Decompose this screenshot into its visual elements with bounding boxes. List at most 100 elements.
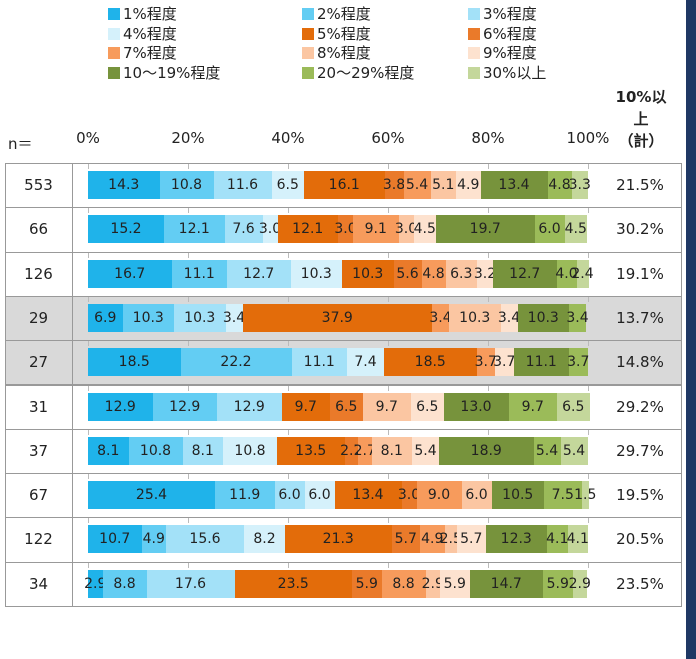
value-label: 12.1 xyxy=(292,221,324,238)
value-label: 5.4 xyxy=(414,442,437,459)
bar-segment xyxy=(581,481,589,510)
bar-segment xyxy=(445,259,477,288)
legend-label: 3%程度 xyxy=(483,5,537,23)
value-label: 13.5 xyxy=(295,442,327,459)
value-label: 12.7 xyxy=(243,265,275,282)
value-label: 6.5 xyxy=(562,398,585,415)
bar-segment xyxy=(180,348,292,377)
value-label: 13.0 xyxy=(460,398,492,415)
legend-label: 7%程度 xyxy=(123,44,177,62)
legend-label: 10～19%程度 xyxy=(123,63,221,82)
value-label: 3.2 xyxy=(473,265,497,282)
legend-swatch xyxy=(468,8,480,20)
value-label: 25.4 xyxy=(135,487,168,504)
value-label: 4.9 xyxy=(421,531,444,548)
tick-mark xyxy=(388,429,389,435)
total-value: 21.5% xyxy=(616,176,664,194)
value-label: 2.9 xyxy=(568,575,591,592)
value-label: 3.4 xyxy=(497,309,521,326)
row-divider xyxy=(72,340,73,385)
value-label: 18.9 xyxy=(470,442,502,459)
bar-segment xyxy=(242,303,432,332)
bar-segment xyxy=(304,481,335,510)
bar-segment xyxy=(547,171,572,199)
value-label: 9.7 xyxy=(294,398,317,415)
row-divider xyxy=(72,428,73,474)
value-label: 6.5 xyxy=(416,398,439,415)
bar-segment xyxy=(381,569,426,598)
bar-segment xyxy=(88,525,142,554)
value-label: 11.6 xyxy=(226,177,259,193)
bar-segment xyxy=(159,171,214,199)
tick-mark xyxy=(388,518,389,524)
bar-segment xyxy=(403,171,431,199)
legend-label: 8%程度 xyxy=(317,44,371,62)
legend-label: 5%程度 xyxy=(317,24,371,43)
value-label: 2.7 xyxy=(340,442,363,459)
tick-mark xyxy=(488,164,489,169)
value-label: 12.9 xyxy=(233,398,265,415)
legend-label: 2%程度 xyxy=(317,5,371,23)
value-label: 6.3 xyxy=(450,265,473,282)
value-label: 4.8 xyxy=(548,177,571,193)
bar-segment xyxy=(128,436,183,465)
bar-segment xyxy=(517,303,569,332)
tick-mark xyxy=(188,296,189,302)
tick-mark xyxy=(588,518,589,524)
bar-segment xyxy=(353,215,399,244)
bar-segment xyxy=(485,525,547,554)
x-tick-label: 80% xyxy=(471,129,505,147)
value-label: 6.5 xyxy=(276,177,299,193)
bar-segment xyxy=(534,215,565,244)
category-label: 122 xyxy=(24,530,53,549)
bar-segment xyxy=(244,525,285,554)
total-header: （計） xyxy=(618,132,664,150)
tick-mark xyxy=(88,296,89,302)
value-label: 5.9 xyxy=(355,575,378,592)
bar-segment xyxy=(569,348,588,377)
bar-segment xyxy=(412,436,439,465)
value-label: 6.9 xyxy=(94,309,117,326)
value-label: 14.7 xyxy=(490,575,522,592)
tick-mark xyxy=(88,474,89,480)
value-label: 19.7 xyxy=(469,221,501,238)
value-label: 3.7 xyxy=(474,354,497,371)
value-label: 1.5 xyxy=(574,487,597,504)
value-label: 2.9 xyxy=(421,575,444,592)
value-label: 8.8 xyxy=(392,575,415,592)
bar-segment xyxy=(164,215,225,244)
value-label: 3.0 xyxy=(258,221,282,238)
value-label: 5.9 xyxy=(443,575,466,592)
value-label: 5.1 xyxy=(432,177,455,193)
value-label: 23.5 xyxy=(277,575,309,592)
value-label: 18.5 xyxy=(118,354,150,371)
tick-mark xyxy=(188,474,189,480)
total-value: 29.7% xyxy=(616,441,664,460)
bar-segment xyxy=(444,525,457,554)
value-label: 10.5 xyxy=(502,487,534,504)
value-label: 3.7 xyxy=(493,354,516,371)
value-label: 14.3 xyxy=(108,177,140,193)
value-label: 4.0 xyxy=(555,265,578,282)
tick-mark xyxy=(188,164,189,169)
legend-swatch xyxy=(108,66,120,79)
value-label: 9.1 xyxy=(364,221,387,238)
bar-segment xyxy=(560,436,588,465)
value-label: 5.9 xyxy=(546,575,569,592)
tick-mark xyxy=(88,252,89,258)
bar-segment xyxy=(166,525,244,554)
row-divider xyxy=(72,561,73,606)
bar-segment xyxy=(338,215,353,244)
value-label: 8.8 xyxy=(113,575,136,592)
tick-mark xyxy=(488,562,489,568)
legend-label: 9%程度 xyxy=(483,44,537,62)
value-label: 15.6 xyxy=(189,531,221,548)
bar-segment xyxy=(398,215,414,244)
bar-segment xyxy=(88,348,181,377)
bar-segment xyxy=(572,569,587,598)
value-label: 4.5 xyxy=(564,221,587,238)
bar-segment xyxy=(391,525,420,554)
value-label: 10.3 xyxy=(352,265,384,282)
value-label: 10.3 xyxy=(184,309,216,326)
value-label: 2.7 xyxy=(353,442,376,459)
